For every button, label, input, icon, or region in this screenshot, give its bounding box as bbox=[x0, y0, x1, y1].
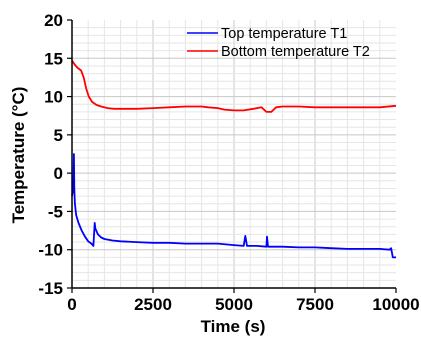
series-line-2 bbox=[71, 60, 397, 113]
y-tick-label: 5 bbox=[54, 126, 63, 145]
series-line-1 bbox=[71, 153, 396, 259]
legend: Top temperature T1 Bottom temperature T2 bbox=[187, 26, 370, 60]
x-tick-label: 0 bbox=[67, 295, 76, 314]
y-tick-label: 0 bbox=[54, 164, 63, 183]
y-tick-label: 20 bbox=[44, 11, 63, 30]
series-layer bbox=[71, 60, 397, 259]
tick-labels: 0 2500 5000 7500 10000 -15 -10 -5 0 5 10 15 20 bbox=[38, 11, 419, 314]
legend-label-t2: Bottom temperature T2 bbox=[221, 44, 370, 60]
x-tick-label: 7500 bbox=[296, 295, 334, 314]
y-axis-title: Temperature (°C) bbox=[9, 87, 28, 224]
gridlines bbox=[72, 20, 396, 288]
y-tick-label: -10 bbox=[38, 241, 63, 260]
y-tick-label: -5 bbox=[48, 202, 63, 221]
y-tick-label: 10 bbox=[44, 88, 63, 107]
x-axis-title: Time (s) bbox=[201, 317, 266, 336]
legend-label-t1: Top temperature T1 bbox=[221, 26, 347, 42]
x-tick-label: 2500 bbox=[134, 295, 172, 314]
y-tick-label: -15 bbox=[38, 279, 63, 298]
x-tick-label: 5000 bbox=[215, 295, 253, 314]
y-tick-label: 15 bbox=[44, 49, 63, 68]
x-tick-label: 10000 bbox=[372, 295, 419, 314]
